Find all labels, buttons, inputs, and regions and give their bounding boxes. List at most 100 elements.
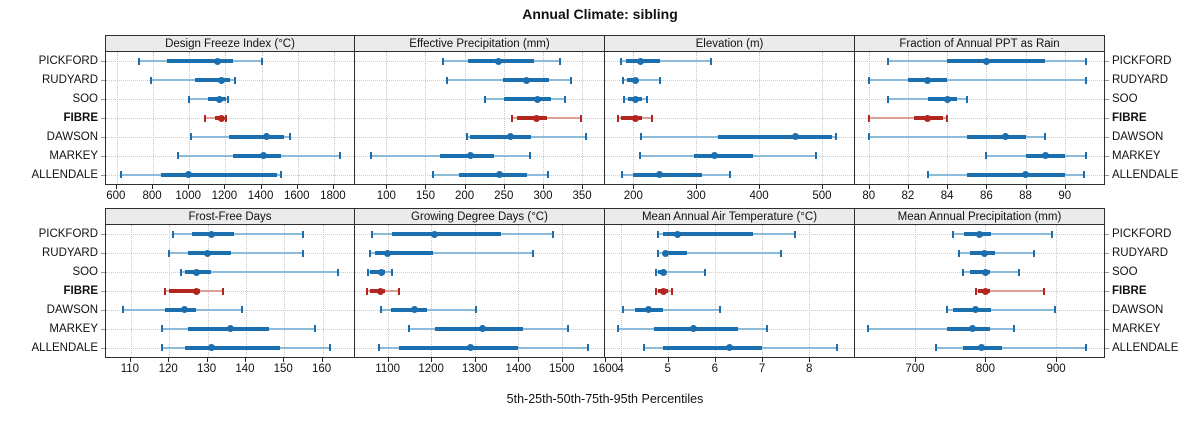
whisker-cap (1083, 171, 1086, 179)
station-gridline (855, 155, 1104, 157)
panel-strip: Fraction of Annual PPT as Rain (855, 35, 1105, 51)
whisker-cap (867, 114, 870, 122)
whisker-cap (177, 152, 180, 160)
station-gridline (605, 99, 854, 101)
median-dot (924, 114, 932, 122)
y-tick (1105, 118, 1109, 119)
whisker-cap (887, 57, 890, 65)
x-tick (947, 185, 949, 189)
x-tick-label: 8 (805, 363, 813, 375)
x-tick (582, 185, 584, 189)
median-dot (533, 114, 541, 122)
bar-25-75 (229, 134, 285, 139)
station-gridline (605, 118, 854, 119)
whisker-5-95 (620, 60, 712, 63)
bar-25-75 (165, 307, 197, 312)
station-gridline (355, 291, 604, 292)
station-label: SOO (1112, 92, 1138, 105)
median-dot (976, 230, 984, 238)
whisker-cap (765, 325, 768, 333)
station-label: PICKFORD (1112, 227, 1172, 240)
panel-plot (855, 224, 1105, 358)
whisker-cap (643, 344, 646, 352)
whisker-5-95 (868, 327, 1014, 330)
bar-25-75 (663, 345, 763, 350)
whisker-cap (657, 230, 660, 238)
whisker-cap (619, 57, 622, 65)
x-tick (425, 185, 427, 189)
x-tick (986, 185, 988, 189)
whisker-cap (617, 114, 620, 122)
whisker-cap (617, 325, 620, 333)
whisker-cap (657, 249, 660, 257)
bar-25-75 (169, 289, 200, 293)
x-tick-label: 130 (196, 363, 217, 375)
whisker-cap (475, 306, 478, 314)
median-dot (411, 306, 419, 314)
whisker-cap (122, 306, 125, 314)
whisker-cap (1054, 306, 1057, 314)
station-label: FIBRE (63, 111, 99, 124)
x-tick (387, 358, 389, 362)
x-tick (224, 185, 226, 189)
station-gridline (106, 118, 354, 119)
median-dot (1002, 133, 1010, 141)
station-label: MARKEY (49, 323, 98, 336)
x-tick-label: 84 (940, 190, 954, 202)
whisker-5-95 (947, 308, 1056, 311)
whisker-cap (329, 344, 332, 352)
median-dot (466, 344, 474, 352)
station-gridline (605, 272, 854, 274)
median-dot (204, 249, 212, 257)
whisker-cap (160, 325, 163, 333)
bar-25-75 (717, 134, 832, 139)
station-gridline (355, 99, 604, 101)
median-dot (690, 325, 698, 333)
whisker-cap (190, 133, 193, 141)
x-tick-label: 1400 (505, 363, 532, 375)
median-dot (972, 306, 980, 314)
whisker-5-95 (868, 79, 1087, 82)
chart-title: Annual Climate: sibling (522, 6, 678, 22)
whisker-cap (288, 133, 291, 141)
x-tick (503, 185, 505, 189)
y-tick (101, 156, 105, 158)
x-tick (542, 185, 544, 189)
whisker-cap (867, 76, 870, 84)
whisker-cap (867, 325, 870, 333)
whisker-cap (935, 344, 938, 352)
whisker-5-95 (151, 79, 236, 82)
whisker-cap (432, 171, 435, 179)
whisker-cap (815, 152, 818, 160)
x-tick-label: 800 (975, 363, 996, 375)
whisker-cap (887, 95, 890, 103)
whisker-cap (380, 306, 383, 314)
whisker-cap (654, 268, 657, 276)
panel-plot (355, 224, 605, 358)
station-label: MARKEY (49, 150, 98, 163)
whisker-cap (339, 152, 342, 160)
y-tick (101, 175, 105, 177)
median-dot (431, 230, 439, 238)
y-tick (101, 79, 105, 81)
whisker-cap (547, 171, 550, 179)
whisker-5-95 (381, 308, 476, 311)
whisker-cap (445, 76, 448, 84)
station-labels-right: PICKFORD RUDYARD SOO FIBRE DAWSON MARKEY ALLEN… (1105, 224, 1200, 358)
median-dot (661, 249, 669, 257)
whisker-cap (1043, 287, 1046, 295)
whisker-cap (441, 57, 444, 65)
whisker-cap (985, 152, 988, 160)
whisker-5-95 (658, 252, 781, 255)
panel-strip: Mean Annual Precipitation (mm) (855, 208, 1105, 224)
median-dot (218, 114, 226, 122)
bar-25-75 (947, 59, 1046, 64)
x-tick-label: 300 (686, 190, 706, 202)
x-tick (518, 358, 520, 362)
panel-plot (605, 51, 855, 185)
whisker-cap (336, 268, 339, 276)
whisker-5-95 (868, 135, 1046, 138)
median-dot (981, 287, 989, 295)
station-gridline (605, 61, 854, 63)
